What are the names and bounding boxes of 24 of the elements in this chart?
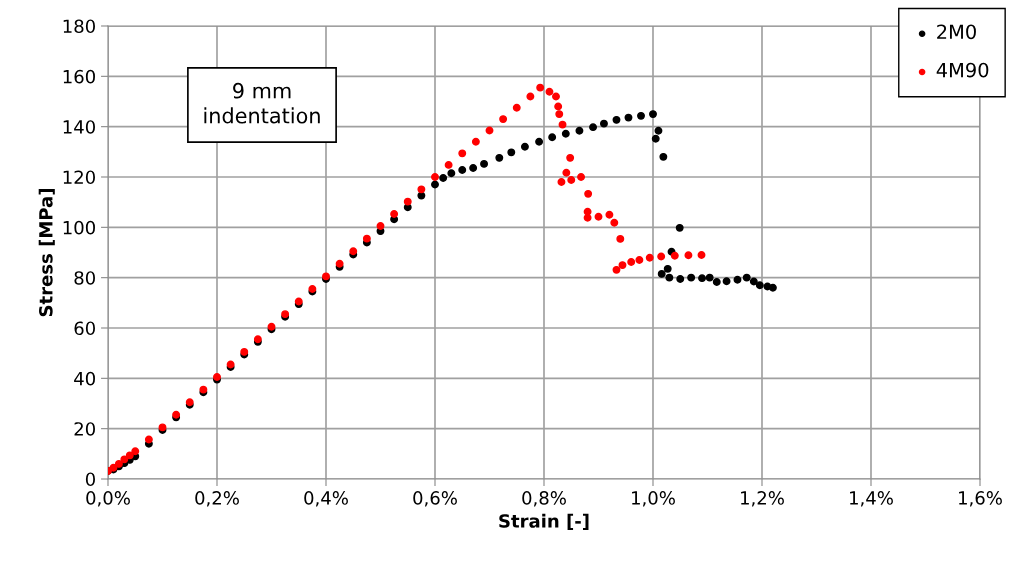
y-tick-label: 80 [74, 271, 95, 285]
y-tick-label: 120 [63, 170, 95, 185]
x-tick-label: 0,8% [522, 491, 566, 507]
y-tick-label: 140 [63, 120, 95, 134]
y-axis-title: Stress [MPa] [38, 189, 55, 317]
x-tick-label: 1,4% [850, 491, 893, 507]
annotation: 9 mm indentation [204, 82, 320, 124]
y-tick-label: 20 [74, 422, 95, 436]
x-tick-label: 1,6% [959, 491, 1002, 507]
legend-label: 4M90 [936, 62, 989, 78]
y-tick-label: 100 [63, 220, 95, 235]
x-tick-label: 0,0% [86, 491, 130, 507]
y-tick-label: 160 [63, 69, 95, 84]
x-tick-label: 0,6% [413, 491, 457, 507]
legend-label: 2M0 [937, 24, 976, 40]
x-tick-label: 0,2% [195, 491, 239, 507]
y-tick-label: 180 [63, 19, 95, 34]
x-tick-label: 0,4% [304, 491, 348, 507]
x-tick-label: 1,2% [741, 491, 784, 507]
y-tick-label: 0 [85, 472, 95, 487]
y-tick-label: 40 [74, 371, 95, 386]
x-axis-title: Strain [-] [499, 513, 589, 530]
y-tick-label: 60 [74, 321, 95, 336]
x-tick-label: 1,0% [632, 491, 675, 507]
